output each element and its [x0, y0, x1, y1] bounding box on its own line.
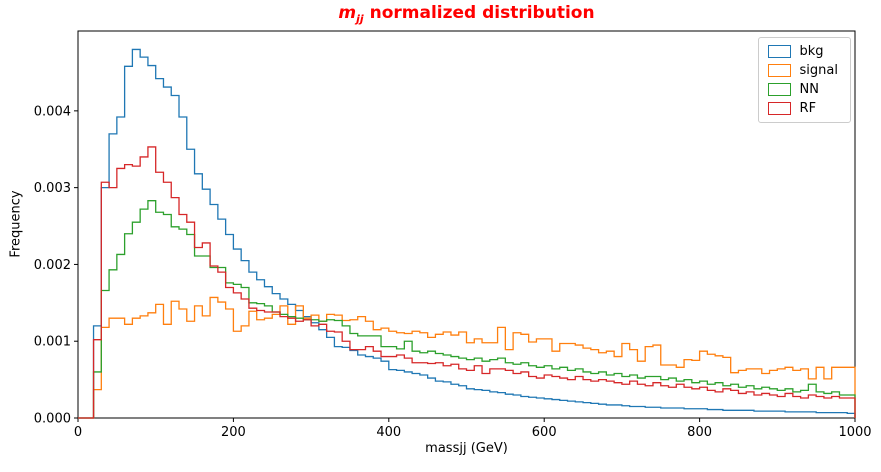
y-tick-label: 0.004 — [34, 104, 71, 119]
x-tick-label: 1000 — [838, 425, 871, 440]
y-tick-label: 0.001 — [34, 335, 71, 350]
y-tick-label: 0.002 — [34, 258, 71, 273]
legend-item-NN: NN — [767, 82, 838, 97]
y-tick-label: 0.000 — [34, 412, 71, 427]
series-line-RF — [78, 146, 856, 419]
x-tick-label: 800 — [687, 425, 712, 440]
legend-swatch-RF — [767, 102, 791, 115]
legend-swatch-bkg — [767, 45, 791, 58]
legend-swatch-NN — [767, 83, 791, 96]
y-tick-label: 0.003 — [34, 181, 71, 196]
series-line-bkg — [78, 48, 856, 419]
axes-frame — [77, 30, 856, 419]
legend-box: bkg signal NN RF — [757, 37, 851, 123]
series-line-signal — [78, 296, 856, 419]
legend-label-bkg: bkg — [799, 44, 824, 59]
title-math-subscript: jj — [356, 12, 364, 26]
title-text: normalized distribution — [363, 3, 595, 23]
x-tick-label: 200 — [221, 425, 246, 440]
legend-item-RF: RF — [767, 101, 838, 116]
title-math-symbol: m — [338, 3, 357, 23]
x-tick-label: 0 — [74, 425, 82, 440]
x-tick-label: 400 — [376, 425, 401, 440]
legend-label-NN: NN — [799, 82, 819, 97]
chart-title: mjj normalized distribution — [78, 3, 855, 25]
legend-item-signal: signal — [767, 63, 838, 78]
legend-label-signal: signal — [799, 63, 838, 78]
x-tick-label: 600 — [532, 425, 557, 440]
legend-item-bkg: bkg — [767, 44, 838, 59]
legend-swatch-signal — [767, 64, 791, 77]
x-axis-label: massjj (GeV) — [425, 441, 508, 456]
legend-label-RF: RF — [799, 101, 817, 116]
